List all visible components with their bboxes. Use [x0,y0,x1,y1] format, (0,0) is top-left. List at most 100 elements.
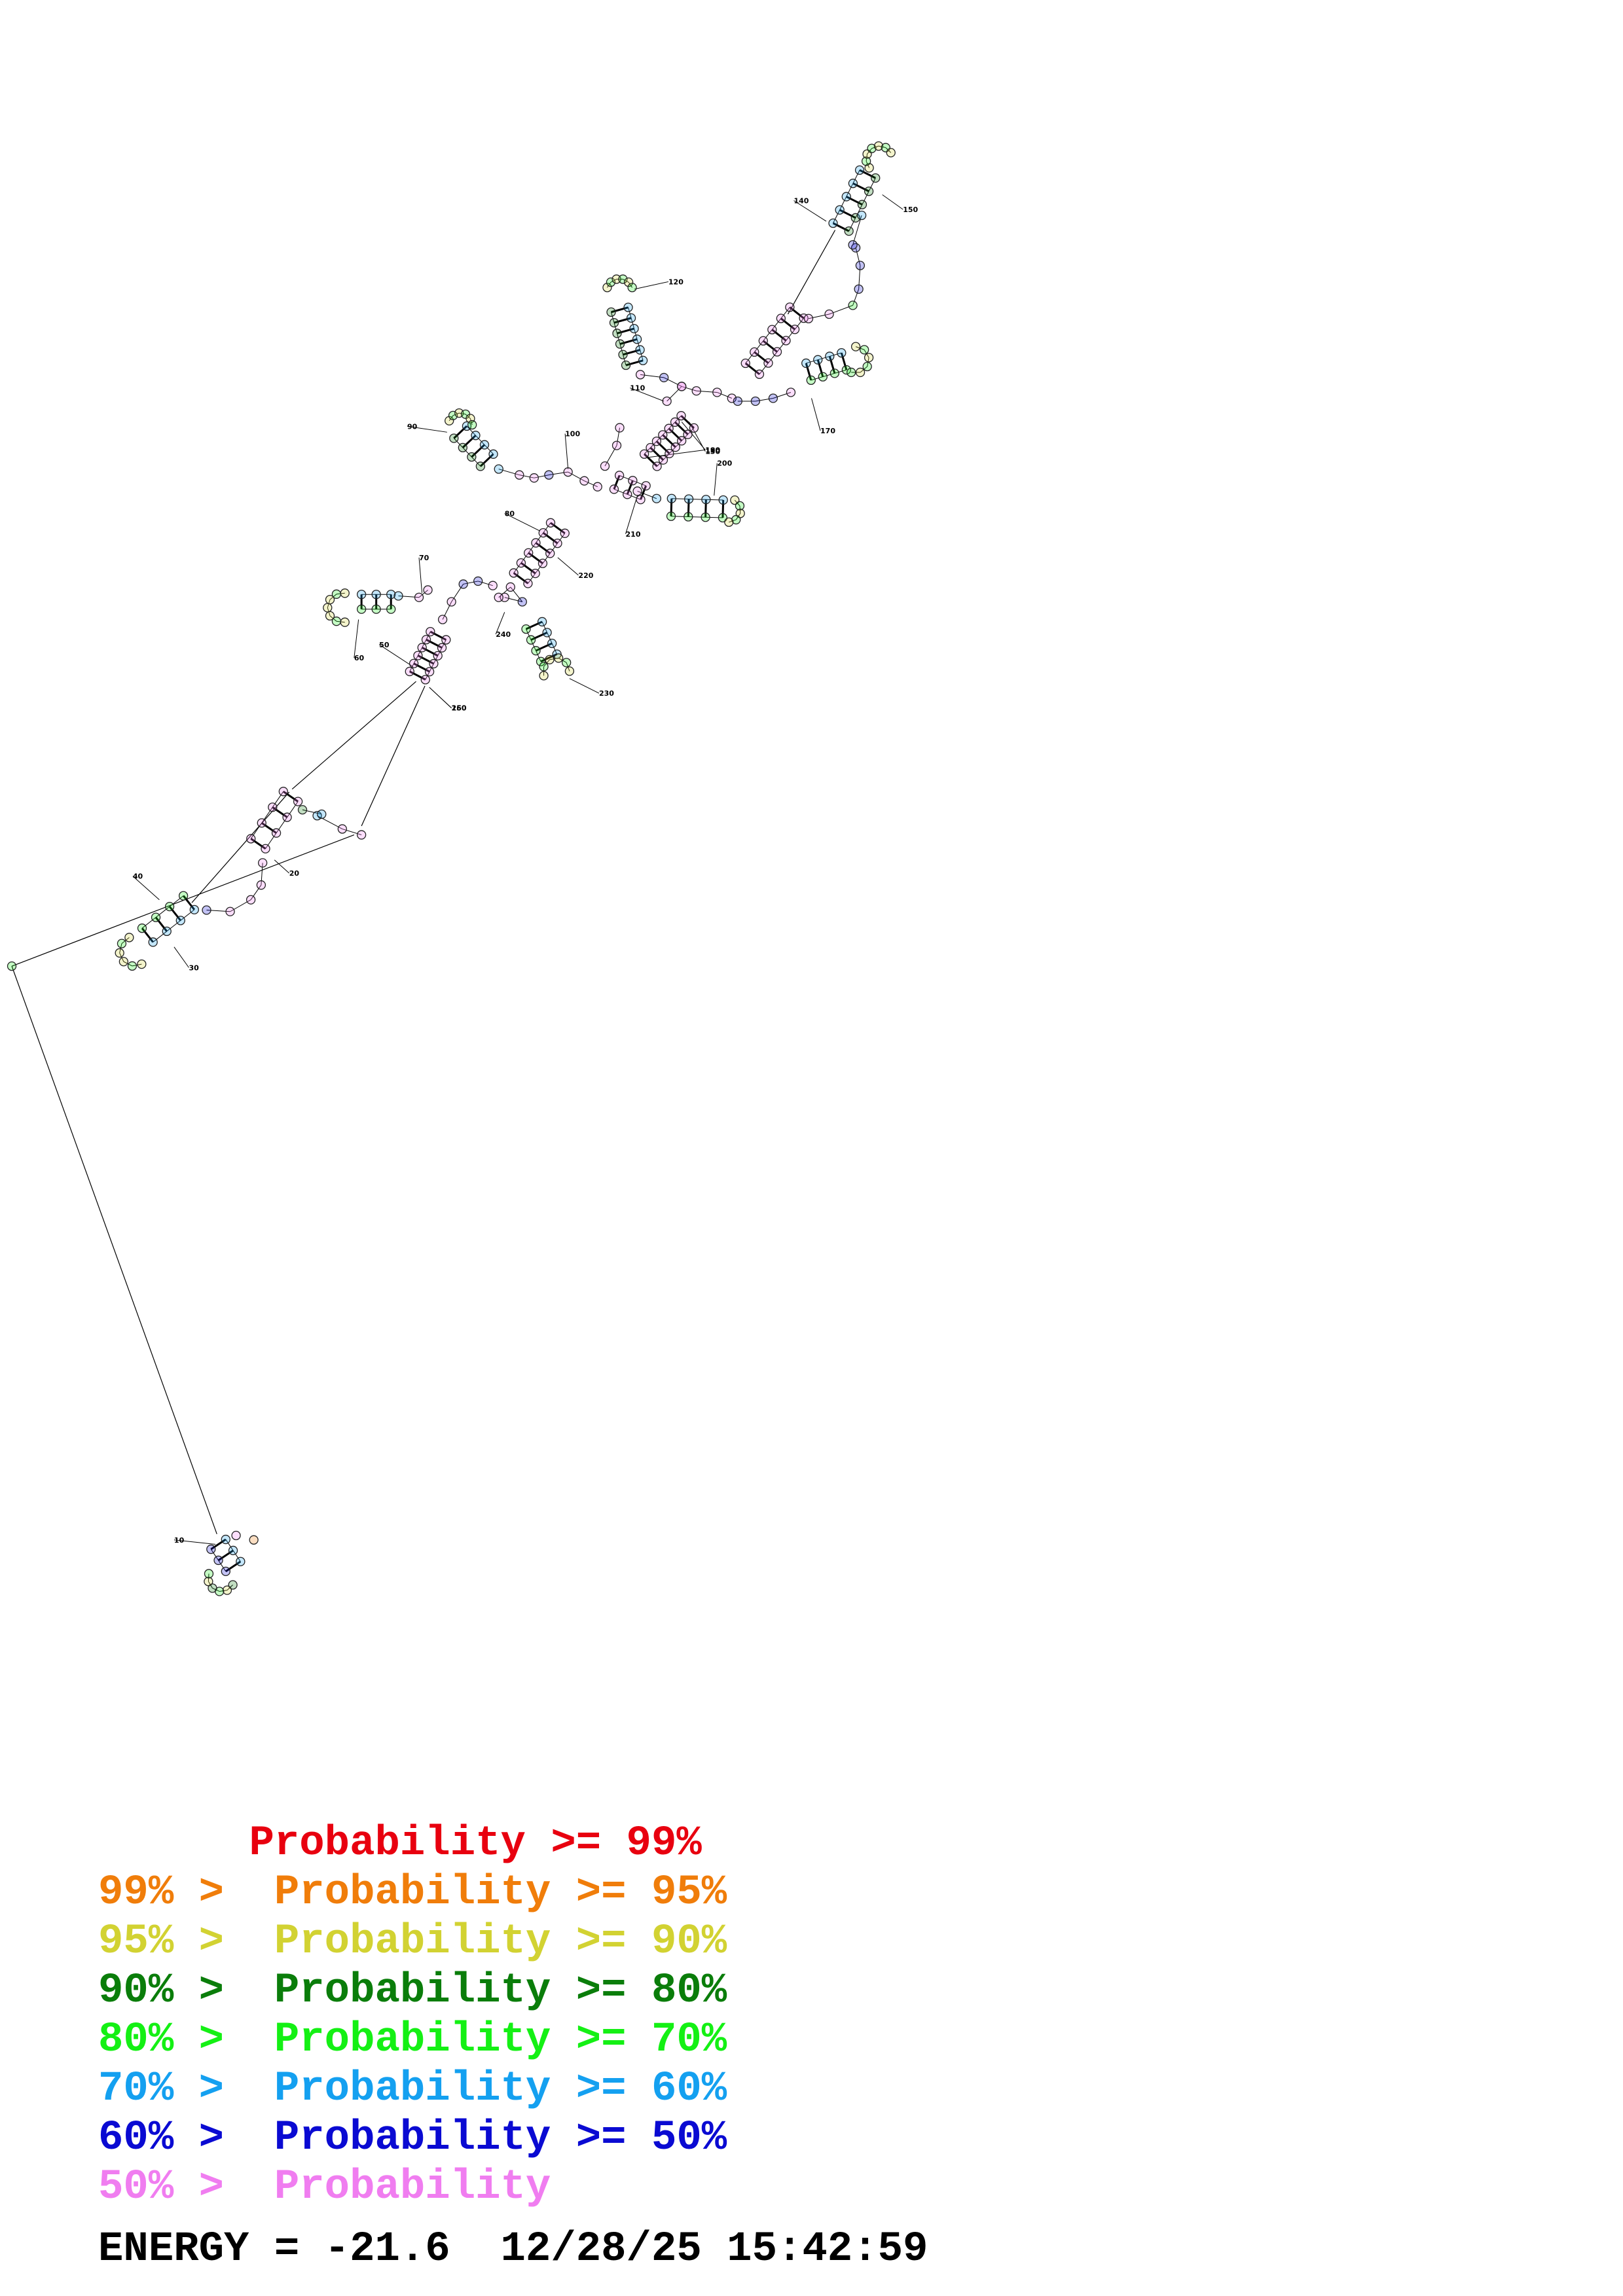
label-leader [429,687,452,709]
nucleotide [175,916,185,925]
backbone-segment [627,493,641,500]
backbone-segment [771,318,782,330]
backbone-segment [543,522,551,533]
nucleotide [414,592,424,602]
nucleotide [841,192,851,202]
position-label: 140 [793,196,809,205]
backbone-segment [634,328,638,340]
nucleotide [545,548,555,558]
base-pair-bond [217,1549,234,1562]
nucleotide [718,495,728,505]
nucleotide [494,464,503,474]
nucleotide [750,396,761,406]
nucleotide [664,423,674,433]
nucleotide [670,442,680,452]
nucleotide [684,512,693,522]
nucleotide [677,382,687,391]
backbone-segment [630,317,635,329]
base-pair-bond [535,642,553,652]
backbone-segment [773,391,792,399]
nucleotide [701,512,710,522]
backbone-segment [418,590,428,598]
nucleotide [536,656,546,666]
backbone-segment [729,519,737,523]
nucleotide [521,624,531,634]
backbone-segment [623,279,629,283]
nucleotide [420,675,430,685]
backbone-segment [619,344,624,355]
backbone-segment [617,333,621,344]
backbone-segment [636,339,641,350]
nucleotide [806,375,816,386]
base-pair-bond [210,1538,227,1551]
nucleotide [781,336,791,346]
backbone-segment [735,513,741,520]
backbone-segment [855,247,861,266]
nucleotide [691,386,701,396]
backbone-segment [867,148,872,154]
nucleotide [677,436,687,446]
nucleotide [413,651,423,660]
nucleotide [564,666,575,676]
base-pair-bond [626,480,634,495]
nucleotide [297,805,308,815]
nucleotide [538,558,548,568]
nucleotide [488,581,498,590]
backbone-segment [871,145,879,149]
nucleotide [850,342,861,351]
backbone-segment [317,815,343,829]
base-pair-bond [542,531,558,545]
legend-label: Probability [274,1869,551,1916]
nucleotide [612,329,622,338]
base-pair-bond [832,222,850,232]
nucleotide [659,372,669,383]
nucleotide [539,671,549,681]
position-label: 100 [565,430,580,439]
backbone-segment [498,469,520,476]
base-pair-bond [261,822,277,834]
legend-label: Probability [274,2066,551,2113]
position-label: 50 [379,641,390,649]
backbone-segment [616,427,621,446]
nucleotide [754,369,765,379]
legend-label: Probability [274,2017,551,2064]
base-pair-bond [649,446,665,461]
backbone-segment [833,209,841,224]
backbone-segment [763,329,773,342]
nucleotide [854,165,865,175]
nucleotide [579,476,589,486]
backbone-segment [806,359,818,364]
nucleotide [417,643,427,653]
base-pair-bond [828,355,836,374]
base-pair-bond [540,653,558,663]
backbone-segment [119,943,122,954]
backbone-segment [465,414,471,419]
backbone-segment [717,392,732,399]
backbone-segment [261,807,273,823]
backbone-segment [611,312,615,323]
nucleotide [471,431,481,440]
backbone-segment [613,322,617,334]
nucleotide [750,347,759,357]
base-pair-bond [282,791,299,802]
backbone-segment [526,628,532,640]
legend-lower-bound: 95% > [98,1918,249,1965]
nucleotide [340,588,350,598]
backbone-segment [166,920,181,932]
backbone-segment [475,435,485,445]
base-pair-bond [429,630,447,641]
backbone-segment [671,516,689,518]
backbone-segment [706,499,723,501]
nucleotide [437,615,448,624]
backbone-segment [451,584,464,602]
nucleotide [449,433,459,443]
nucleotide [701,495,711,505]
backbone-segment [398,595,420,598]
nucleotide [282,812,292,822]
base-pair-bond [805,363,812,381]
nucleotide [325,594,335,605]
base-pair-bond [840,352,848,370]
backbone-segment [628,281,633,288]
backbone-segment [342,829,362,836]
backbone-segment [786,329,795,341]
